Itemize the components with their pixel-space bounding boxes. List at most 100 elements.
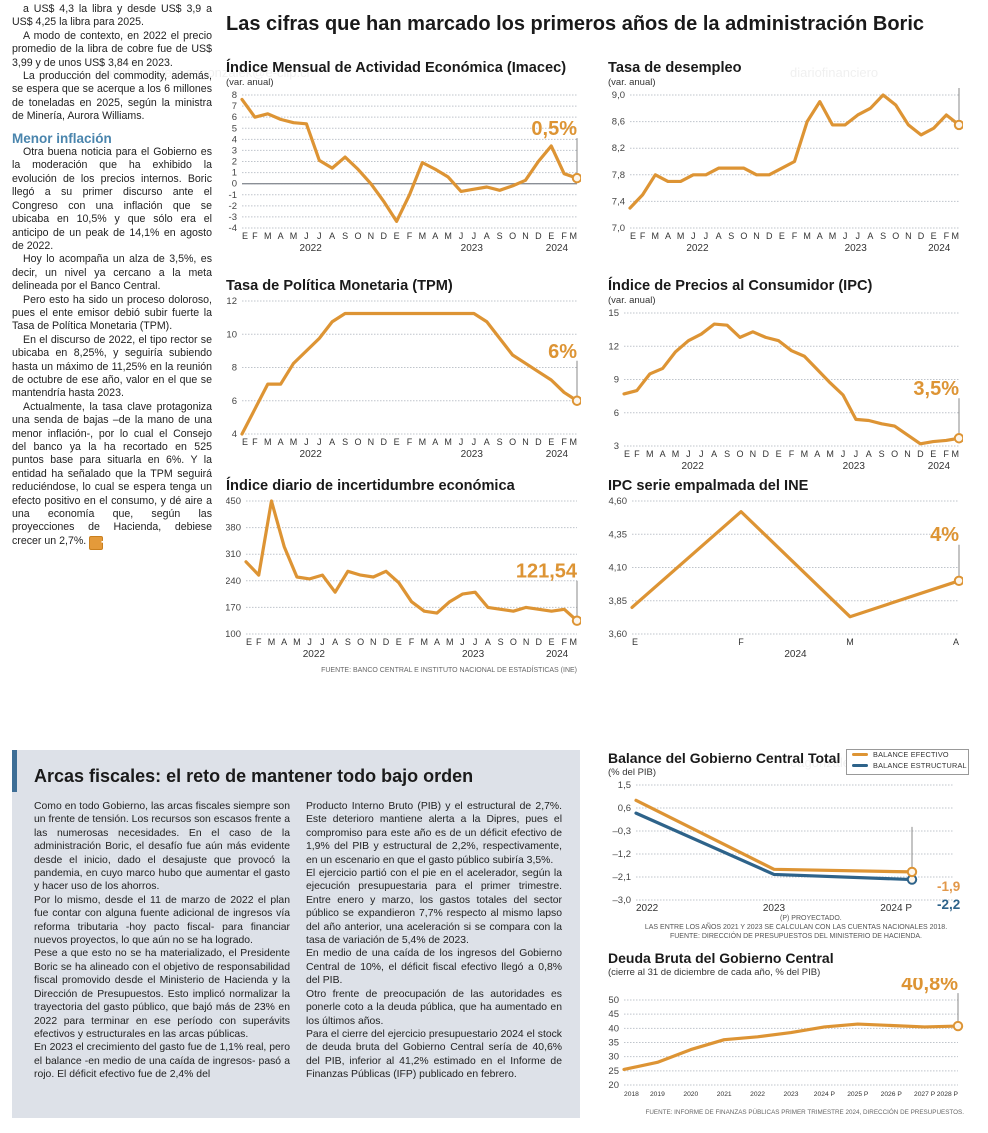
- svg-text:S: S: [497, 437, 503, 447]
- svg-text:–3,0: –3,0: [613, 895, 632, 906]
- svg-text:4,60: 4,60: [609, 496, 628, 507]
- svg-text:M: M: [293, 637, 301, 647]
- svg-text:25: 25: [608, 1066, 619, 1077]
- svg-text:7: 7: [232, 101, 237, 112]
- svg-text:A: A: [660, 449, 666, 459]
- svg-text:-4: -4: [229, 223, 237, 234]
- svg-text:S: S: [345, 637, 351, 647]
- svg-text:M: M: [290, 437, 298, 447]
- svg-text:8,2: 8,2: [612, 143, 625, 154]
- svg-text:F: F: [943, 449, 949, 459]
- svg-text:7,0: 7,0: [612, 223, 625, 234]
- svg-text:F: F: [789, 449, 795, 459]
- svg-text:M: M: [420, 637, 428, 647]
- svg-text:–0,3: –0,3: [613, 826, 632, 837]
- svg-text:E: E: [624, 449, 630, 459]
- svg-text:F: F: [561, 437, 567, 447]
- svg-text:A: A: [665, 231, 671, 241]
- svg-text:3,60: 3,60: [609, 629, 628, 640]
- svg-text:S: S: [497, 231, 503, 241]
- svg-text:M: M: [952, 449, 960, 459]
- svg-text:O: O: [740, 231, 747, 241]
- svg-text:A: A: [716, 231, 722, 241]
- svg-text:6: 6: [232, 112, 237, 123]
- svg-text:2024 P: 2024 P: [880, 903, 912, 914]
- svg-text:6: 6: [232, 396, 237, 407]
- svg-text:-1: -1: [229, 190, 237, 201]
- svg-text:A: A: [434, 637, 440, 647]
- svg-text:E: E: [548, 231, 554, 241]
- svg-text:-3: -3: [229, 212, 237, 223]
- svg-text:D: D: [536, 637, 543, 647]
- svg-text:S: S: [342, 231, 348, 241]
- svg-text:J: J: [854, 449, 859, 459]
- svg-text:A: A: [484, 231, 490, 241]
- svg-text:20: 20: [608, 1080, 619, 1091]
- svg-text:S: S: [880, 231, 886, 241]
- svg-text:2019: 2019: [650, 1091, 665, 1098]
- svg-text:1: 1: [232, 168, 237, 179]
- svg-text:A: A: [432, 231, 438, 241]
- svg-text:F: F: [634, 449, 640, 459]
- svg-text:2022: 2022: [303, 649, 326, 660]
- svg-text:2024: 2024: [928, 243, 951, 254]
- svg-text:A: A: [814, 449, 820, 459]
- svg-text:J: J: [472, 231, 477, 241]
- svg-text:J: J: [699, 449, 704, 459]
- svg-text:M: M: [570, 637, 578, 647]
- svg-text:F: F: [409, 637, 415, 647]
- svg-text:A: A: [281, 637, 287, 647]
- svg-text:J: J: [304, 231, 309, 241]
- svg-text:M: M: [952, 231, 960, 241]
- svg-text:2027 P: 2027 P: [914, 1091, 936, 1098]
- svg-text:5: 5: [232, 123, 237, 134]
- svg-text:D: D: [383, 637, 390, 647]
- svg-text:E: E: [630, 231, 636, 241]
- svg-text:J: J: [686, 449, 691, 459]
- svg-text:J: J: [317, 437, 322, 447]
- svg-text:12: 12: [608, 341, 619, 352]
- svg-text:M: M: [419, 231, 427, 241]
- svg-text:J: J: [856, 231, 861, 241]
- svg-text:J: J: [459, 231, 464, 241]
- svg-text:F: F: [944, 231, 950, 241]
- svg-text:2024: 2024: [546, 649, 569, 660]
- svg-text:7,8: 7,8: [612, 170, 625, 181]
- svg-text:S: S: [724, 449, 730, 459]
- svg-text:J: J: [841, 449, 846, 459]
- svg-text:450: 450: [226, 496, 241, 507]
- svg-text:4: 4: [232, 429, 237, 440]
- svg-text:A: A: [484, 437, 490, 447]
- svg-text:N: N: [905, 231, 912, 241]
- svg-text:3,5%: 3,5%: [913, 378, 959, 400]
- svg-text:100: 100: [226, 629, 241, 640]
- svg-text:J: J: [704, 231, 709, 241]
- svg-text:6%: 6%: [548, 341, 577, 363]
- svg-text:N: N: [522, 437, 529, 447]
- svg-text:N: N: [753, 231, 760, 241]
- svg-text:50: 50: [608, 995, 619, 1006]
- svg-text:M: M: [264, 231, 272, 241]
- svg-text:2: 2: [232, 157, 237, 168]
- svg-text:M: M: [444, 231, 452, 241]
- svg-text:J: J: [472, 437, 477, 447]
- svg-text:M: M: [290, 231, 298, 241]
- svg-text:6: 6: [614, 408, 619, 419]
- svg-text:2028 P: 2028 P: [937, 1091, 959, 1098]
- svg-text:M: M: [570, 437, 578, 447]
- svg-text:E: E: [632, 637, 638, 647]
- svg-text:FUENTE: INFORME DE FINANZAS PÚ: FUENTE: INFORME DE FINANZAS PÚBLICAS PRI…: [645, 1107, 964, 1116]
- svg-text:J: J: [460, 637, 465, 647]
- svg-text:D: D: [380, 437, 387, 447]
- svg-text:F: F: [640, 231, 646, 241]
- svg-text:J: J: [320, 637, 325, 647]
- svg-text:M: M: [803, 231, 811, 241]
- svg-text:2024: 2024: [784, 649, 807, 660]
- svg-text:N: N: [904, 449, 911, 459]
- svg-text:0: 0: [232, 179, 237, 190]
- svg-text:7,4: 7,4: [612, 196, 625, 207]
- svg-text:E: E: [246, 637, 252, 647]
- svg-text:M: M: [846, 637, 854, 647]
- svg-text:2018: 2018: [624, 1091, 639, 1098]
- svg-text:2022: 2022: [750, 1091, 765, 1098]
